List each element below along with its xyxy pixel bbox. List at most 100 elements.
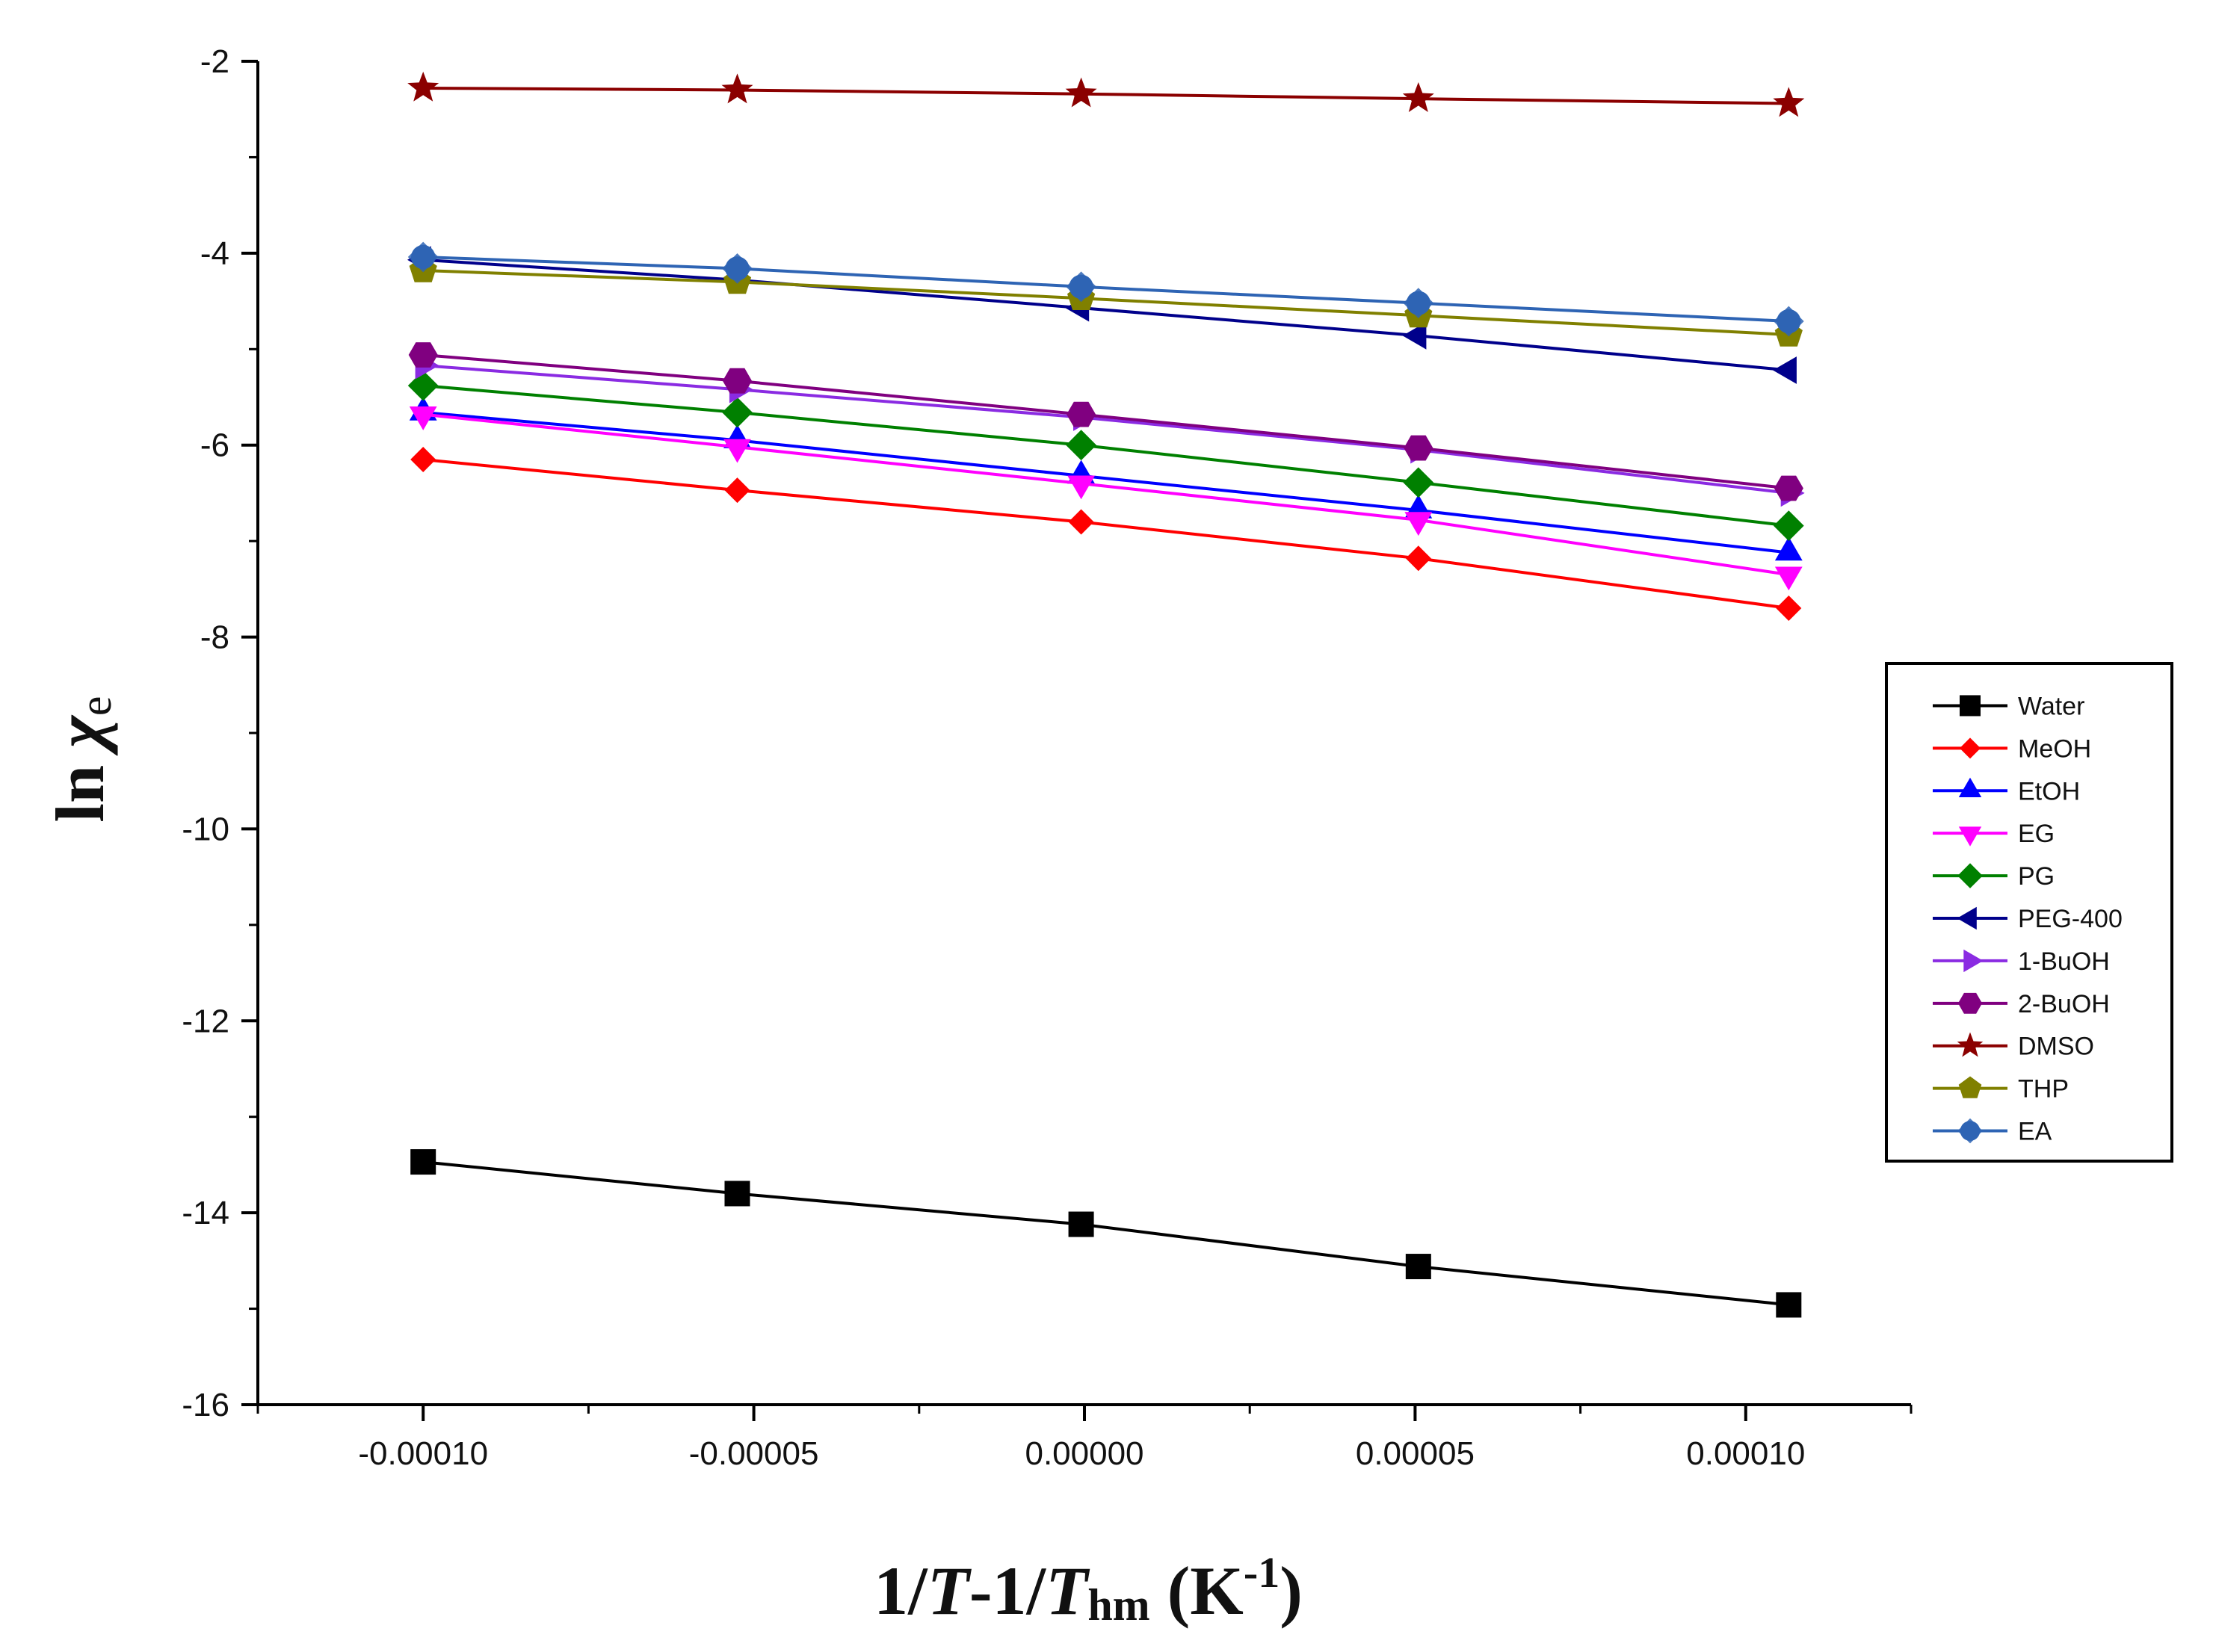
y-tick-label: -6 [200,427,229,464]
y-title-part: e [71,696,120,716]
legend-item: MeOH [1933,734,2091,763]
data-point [1067,475,1095,500]
series-line [422,412,1789,577]
x-tick-label: -0.00010 [358,1435,488,1472]
x-tick-label: 0.00000 [1025,1435,1143,1472]
legend-marker [1957,906,1977,930]
data-point [723,439,751,463]
series-water [410,1149,1802,1318]
data-point [721,73,753,104]
legend-item: THP [1933,1075,2069,1104]
legend-label: 2-BuOH [2018,990,2110,1018]
y-tick-label: -4 [200,235,229,272]
legend-label: 1-BuOH [2018,947,2110,976]
x-tick-label: 0.00005 [1356,1435,1475,1472]
data-point [1068,1211,1094,1237]
x-title-part: -1/ [969,1553,1047,1629]
y-tick-label: -10 [182,811,229,847]
data-point [410,1149,436,1175]
data-point [1402,82,1434,112]
legend-marker [1960,695,1981,717]
data-point [1774,566,1803,591]
data-point [1773,510,1804,541]
legend-item: EA [1933,1118,2052,1146]
y-tick-label: -12 [182,1003,229,1039]
data-point [1067,401,1096,427]
data-point [1776,595,1802,621]
legend-item: PG [1933,862,2055,891]
legend-marker [1958,826,1982,847]
data-point [722,397,753,428]
legend-marker [1957,863,1983,888]
data-point [1405,545,1431,572]
legend-label: THP [2018,1075,2069,1104]
marker-diamond [1957,1118,1983,1144]
data-point [1066,271,1096,303]
legend-item: PEG-400 [1933,905,2123,933]
marker-diamond [722,253,753,284]
series-line [423,269,1789,336]
marker-diamond [1403,288,1434,318]
series-dmso [407,71,1805,117]
x-title-part: T [928,1553,972,1629]
x-title-part: ) [1280,1553,1303,1629]
data-point [1774,536,1803,561]
y-title-part: ln [42,748,118,823]
data-point [410,447,436,472]
y-tick-label: -14 [182,1195,229,1231]
series-2-buoh [408,342,1803,501]
legend-item: Water [1933,692,2084,720]
data-point [1776,1292,1802,1318]
legend-label: EA [2018,1118,2052,1146]
series-peg-400 [407,246,1797,384]
x-title-part: hm [1087,1580,1149,1630]
x-title-part: (K [1150,1553,1244,1629]
legend: Water MeOH EtOH EG PG PEG-400 1-BuOH 2-BuOH DMSO… [1885,662,2173,1163]
legend-label: EtOH [2018,777,2080,805]
x-title-part: 1/ [874,1553,928,1629]
data-point [722,253,753,284]
x-tick-label: -0.00005 [689,1435,819,1472]
data-point [1774,475,1803,501]
data-point [1402,321,1427,350]
legend-label: DMSO [2018,1033,2094,1061]
series-ea [407,241,1804,337]
legend-item: 1-BuOH [1933,947,2110,976]
data-point [1404,512,1433,536]
legend-label: PEG-400 [2018,905,2123,933]
legend-marker [1958,777,1982,797]
data-point [1773,356,1797,384]
legend-item: EtOH [1933,777,2080,805]
series-line [423,87,1789,105]
y-tick-label: -8 [200,619,229,656]
data-point [1403,467,1434,498]
data-point [722,368,752,394]
data-point [409,406,437,430]
series-line [423,258,1789,372]
marker-diamond [407,241,439,273]
legend-label: Water [2018,692,2084,720]
data-point [407,241,439,273]
legend-item: 2-BuOH [1933,990,2110,1018]
series-line [423,411,1789,554]
data-point [407,370,439,401]
data-point [408,342,438,368]
series-pg [407,370,1804,541]
legend-label: EG [2018,820,2055,848]
legend-marker [1957,992,1983,1014]
legend-marker [1960,737,1981,759]
legend-item: EG [1933,820,2055,848]
legend-marker [1958,1076,1982,1098]
data-point [724,1181,750,1207]
x-tick-label: 0.00010 [1686,1435,1805,1472]
y-axis-title: ln χe [42,696,120,822]
data-point [1405,1254,1431,1280]
legend-label: PG [2018,862,2055,891]
y-tick-label: -16 [182,1387,229,1423]
x-title-part: T [1046,1553,1090,1629]
x-axis-title: 1/T-1/Thm (K-1) [874,1548,1303,1630]
series-layer [407,71,1805,1318]
marker-diamond [1773,306,1804,337]
data-point [1068,509,1094,535]
series-thp [409,256,1803,347]
